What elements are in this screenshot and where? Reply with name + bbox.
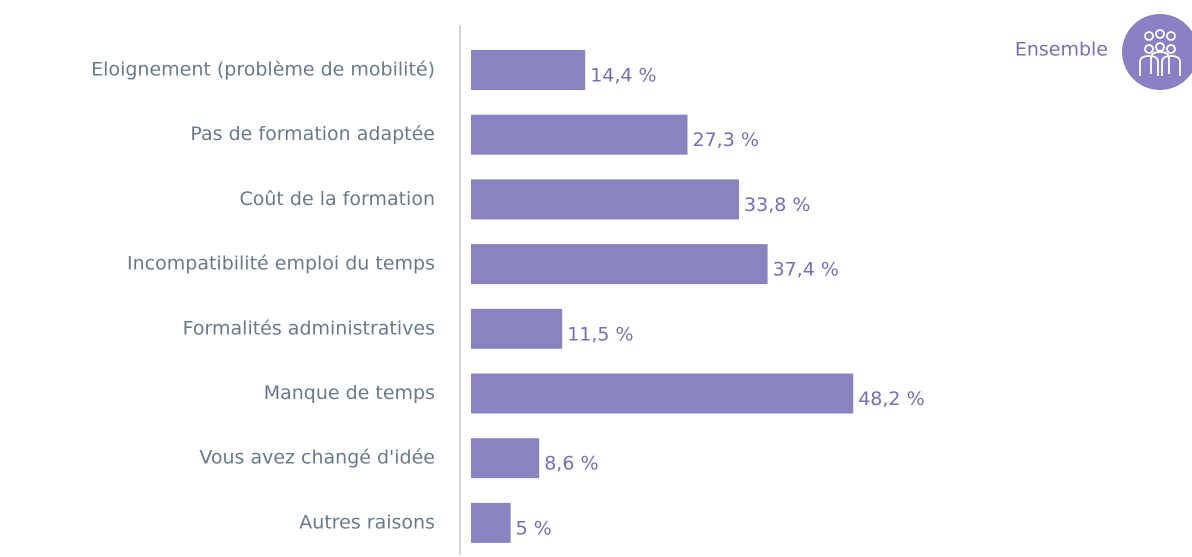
- bar: [471, 438, 540, 479]
- value-label: 27,3 %: [692, 129, 758, 151]
- bar: [471, 114, 688, 155]
- value-label: 14,4 %: [590, 65, 656, 87]
- value-label: 8,6 %: [544, 453, 598, 475]
- legend-icon: [1122, 14, 1192, 90]
- value-label: 5 %: [516, 517, 552, 539]
- category-label: Formalités administratives: [183, 317, 435, 339]
- value-label: 33,8 %: [744, 194, 810, 216]
- bar: [471, 502, 511, 543]
- bar: [471, 179, 740, 220]
- bar: [471, 308, 563, 349]
- category-label: Autres raisons: [299, 511, 435, 533]
- legend-label: Ensemble: [1015, 39, 1108, 61]
- category-label: Eloignement (problème de mobilité): [91, 59, 435, 81]
- category-label: Manque de temps: [264, 382, 435, 404]
- category-label: Coût de la formation: [239, 188, 435, 210]
- bar: [471, 244, 768, 285]
- category-label: Pas de formation adaptée: [190, 123, 435, 145]
- bar: [471, 50, 586, 90]
- bar: [471, 373, 854, 414]
- value-label: 48,2 %: [858, 388, 924, 410]
- value-label: 37,4 %: [773, 259, 839, 281]
- value-label: 11,5 %: [567, 323, 633, 345]
- category-label: Vous avez changé d'idée: [199, 447, 435, 469]
- category-label: Incompatibilité emploi du temps: [127, 253, 435, 275]
